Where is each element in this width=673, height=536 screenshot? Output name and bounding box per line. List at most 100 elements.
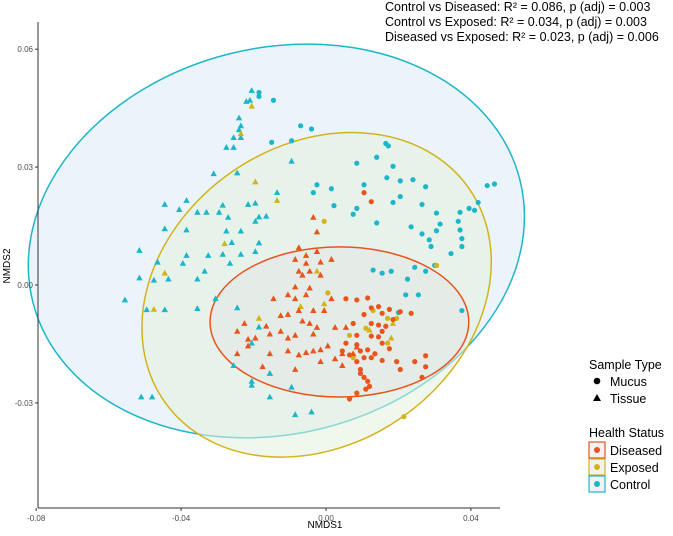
point-diseased-tissue xyxy=(292,331,299,338)
point-control-mucus xyxy=(457,227,463,233)
point-control-tissue xyxy=(136,274,143,281)
point-control-tissue xyxy=(224,214,232,220)
point-exposed-tissue xyxy=(273,197,281,203)
point-diseased-tissue xyxy=(292,256,299,262)
point-diseased-tissue xyxy=(342,324,350,330)
point-control-mucus xyxy=(423,184,429,190)
point-control-tissue xyxy=(143,306,150,313)
point-control-mucus xyxy=(466,205,472,211)
point-control-mucus xyxy=(328,186,335,192)
point-control-mucus xyxy=(459,243,465,250)
point-diseased-mucus xyxy=(368,355,374,361)
point-diseased-mucus xyxy=(361,190,367,196)
point-diseased-tissue xyxy=(299,271,306,278)
point-diseased-tissue xyxy=(313,228,321,235)
point-control-mucus xyxy=(390,199,396,206)
point-control-tissue xyxy=(212,295,219,302)
point-diseased-tissue xyxy=(306,267,313,274)
point-control-tissue xyxy=(288,383,295,390)
point-control-mucus xyxy=(459,307,465,314)
point-control-tissue xyxy=(248,377,255,384)
point-diseased-mucus xyxy=(379,357,385,364)
point-control-mucus xyxy=(455,218,461,224)
point-exposed-mucus xyxy=(384,340,391,346)
point-exposed-mucus xyxy=(433,262,440,268)
point-control-mucus xyxy=(269,139,275,145)
point-diseased-tissue xyxy=(244,342,252,349)
point-control-mucus xyxy=(426,237,432,243)
point-diseased-tissue xyxy=(234,327,241,334)
point-diseased-tissue xyxy=(320,307,328,313)
point-control-tissue xyxy=(161,306,168,313)
point-control-tissue xyxy=(183,226,190,233)
x-tick-label: 0.04 xyxy=(463,514,479,523)
point-control-tissue xyxy=(266,370,274,376)
point-diseased-mucus xyxy=(368,320,374,327)
point-control-tissue xyxy=(161,201,168,207)
point-diseased-tissue xyxy=(284,347,292,354)
point-control-tissue xyxy=(203,208,210,215)
point-diseased-tissue xyxy=(299,317,306,324)
point-control-tissue xyxy=(252,217,259,224)
point-diseased-tissue xyxy=(266,330,274,337)
legend-control-dot xyxy=(594,481,600,487)
point-diseased-mucus xyxy=(423,353,429,359)
point-control-tissue xyxy=(223,144,230,150)
stat-annotation-2: Control vs Exposed: R² = 0.034, p (adj) … xyxy=(385,15,647,29)
stat-annotation-3: Diseased vs Exposed: R² = 0.023, p (adj)… xyxy=(385,30,659,44)
point-control-mucus xyxy=(370,267,376,273)
point-control-mucus xyxy=(397,193,403,200)
point-control-mucus xyxy=(415,292,421,298)
point-diseased-mucus xyxy=(408,310,414,316)
point-diseased-tissue xyxy=(292,295,299,302)
point-control-tissue xyxy=(194,275,201,282)
point-diseased-tissue xyxy=(292,283,299,290)
point-exposed-mucus xyxy=(346,332,353,338)
point-control-tissue xyxy=(205,252,212,258)
point-diseased-tissue xyxy=(306,320,313,326)
point-control-mucus xyxy=(374,154,380,160)
point-control-mucus xyxy=(288,138,295,144)
point-diseased-mucus xyxy=(343,340,349,346)
point-diseased-mucus xyxy=(379,310,385,316)
point-diseased-mucus xyxy=(375,304,382,310)
point-diseased-tissue xyxy=(295,351,303,358)
point-diseased-mucus xyxy=(346,352,353,358)
point-exposed-mucus xyxy=(321,218,327,224)
point-control-mucus xyxy=(433,228,440,234)
point-control-mucus xyxy=(298,123,304,129)
point-control-tissue xyxy=(255,239,263,246)
point-control-tissue xyxy=(237,134,245,141)
y-axis-title: NMDS2 xyxy=(2,248,13,283)
point-control-tissue xyxy=(248,87,255,93)
point-control-mucus xyxy=(310,190,316,196)
point-control-mucus xyxy=(354,205,360,211)
point-diseased-tissue xyxy=(234,350,241,357)
y-tick-label: 0.06 xyxy=(17,45,33,54)
point-diseased-mucus xyxy=(366,383,373,389)
point-control-tissue xyxy=(273,189,281,196)
legend-control-label: Control xyxy=(610,478,650,492)
point-control-mucus xyxy=(308,126,315,132)
point-control-tissue xyxy=(223,227,230,234)
point-diseased-tissue xyxy=(295,244,303,251)
point-diseased-tissue xyxy=(353,343,360,350)
point-control-tissue xyxy=(237,227,245,234)
legend-health-status-title: Health Status xyxy=(589,426,664,440)
point-control-mucus xyxy=(374,220,380,226)
point-diseased-mucus xyxy=(357,348,364,354)
point-control-tissue xyxy=(252,199,259,206)
point-exposed-tissue xyxy=(150,305,158,312)
point-diseased-tissue xyxy=(313,324,321,330)
point-control-mucus xyxy=(408,224,414,230)
point-exposed-tissue xyxy=(313,267,321,274)
point-control-mucus xyxy=(270,97,277,103)
legend-tissue-triangle-icon xyxy=(593,394,601,401)
point-control-mucus xyxy=(475,199,481,206)
point-diseased-tissue xyxy=(302,291,310,298)
point-control-tissue xyxy=(150,276,158,283)
point-control-tissue xyxy=(234,304,241,311)
point-diseased-mucus xyxy=(412,359,418,365)
point-control-mucus xyxy=(428,243,434,250)
